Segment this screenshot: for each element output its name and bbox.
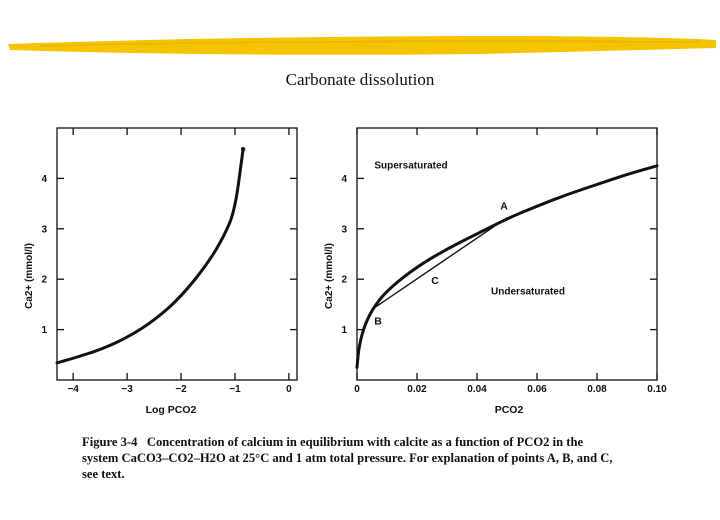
point-label: A <box>500 201 508 213</box>
x-tick-label: 0 <box>286 384 292 395</box>
x-tick-label: −2 <box>175 384 187 395</box>
y-tick-label: 1 <box>41 325 47 336</box>
region-label: Undersaturated <box>491 286 565 297</box>
decorative-brush-stroke <box>8 36 716 55</box>
x-tick-label: −1 <box>229 384 241 395</box>
y-tick-label: 4 <box>341 174 347 185</box>
x-tick-label: 0.08 <box>587 384 607 395</box>
x-tick-label: 0.06 <box>527 384 547 395</box>
y-tick-label: 4 <box>41 174 47 185</box>
x-tick-label: −3 <box>121 384 133 395</box>
x-tick-label: 0.04 <box>467 384 487 395</box>
plot-frame <box>56 127 298 381</box>
y-axis-label: Ca2+ (mmol/l) <box>324 243 335 309</box>
curve-end-point <box>240 146 246 152</box>
point-label: B <box>374 316 382 328</box>
x-tick-label: −4 <box>67 384 79 395</box>
plot-frame <box>356 127 658 381</box>
figure-label: Figure 3-4 <box>82 435 138 449</box>
chart-1: −4 −3 −2 −1 0 1 2 3 4 Log PCO2 Ca2+ (mmol/l) <box>24 127 298 416</box>
x-tick-label: 0.10 <box>647 384 667 395</box>
y-axis-label: Ca2+ (mmol/l) <box>24 243 35 309</box>
chart-2: 0 0.02 0.04 0.06 0.08 0.10 1 2 3 4 PCO2 Ca2+ (mmol/… <box>324 127 667 416</box>
y-tick-label: 2 <box>341 275 347 286</box>
figure-caption-text: Concentration of calcium in equilibrium … <box>82 435 613 481</box>
x-axis-label: PCO2 <box>495 404 524 416</box>
y-tick-label: 3 <box>341 224 347 235</box>
point-label: C <box>431 275 439 287</box>
equilibrium-curve <box>355 164 659 369</box>
equilibrium-curve <box>55 147 245 365</box>
x-tick-label: 0.02 <box>407 384 427 395</box>
y-tick-label: 2 <box>41 275 47 286</box>
y-tick-label: 3 <box>41 224 47 235</box>
brush-stroke-streak <box>39 40 701 47</box>
x-tick-label: 0 <box>354 384 360 395</box>
slide-title: Carbonate dissolution <box>285 70 435 89</box>
y-tick-label: 1 <box>341 325 347 336</box>
region-label: Supersaturated <box>374 160 447 171</box>
mixing-line <box>371 217 508 311</box>
x-axis-label: Log PCO2 <box>146 404 197 416</box>
figure-caption: Figure 3-4 Concentration of calcium in e… <box>82 434 622 482</box>
